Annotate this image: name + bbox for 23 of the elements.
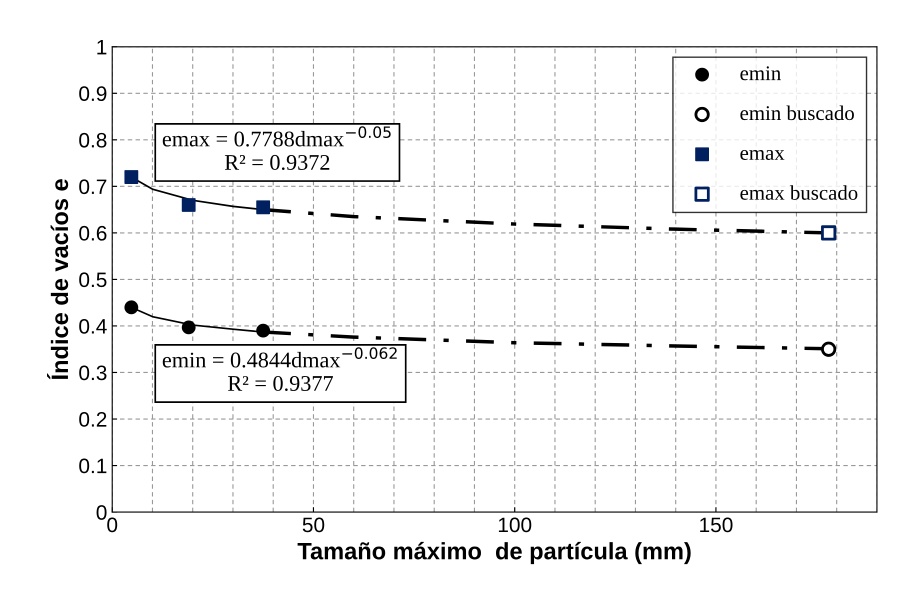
y-tick-label: 0.2	[79, 412, 106, 427]
x-tick-label: 100	[498, 517, 532, 532]
y-tick-label: 0.4	[79, 318, 107, 334]
legend-label: emin	[740, 66, 781, 80]
y-axis-title: Índice de vacíos e	[47, 179, 68, 380]
text: emax = 0.7788dmax$^{−0.05}$ R² = 0.9372	[162, 126, 391, 170]
y-tick-label: 0.3	[79, 365, 106, 380]
legend-label: emax	[740, 150, 784, 160]
y-tick-label: 0.8	[79, 132, 106, 148]
y-tick-label: 0.6	[79, 226, 106, 241]
y-tick-label: 0	[96, 505, 107, 520]
x-tick-label: 50	[302, 517, 324, 532]
x-tick-label: 0	[107, 517, 118, 532]
text: emin = 0.4844dmax$^{−0.062}$ R² = 0.9377	[162, 347, 397, 392]
legend-label: emax buscado	[740, 185, 858, 200]
y-tick-label: 0.7	[79, 179, 106, 194]
legend-label: emin buscado	[740, 106, 854, 120]
y-tick-label: 0.1	[79, 458, 106, 474]
x-tick-label: 150	[700, 517, 733, 532]
y-tick-label: 0.9	[79, 86, 106, 102]
y-tick-label: 1	[97, 40, 106, 54]
y-tick-label: 0.5	[79, 272, 106, 288]
x-axis-title: Tamaño máximo de partícula (mm)	[298, 542, 691, 564]
